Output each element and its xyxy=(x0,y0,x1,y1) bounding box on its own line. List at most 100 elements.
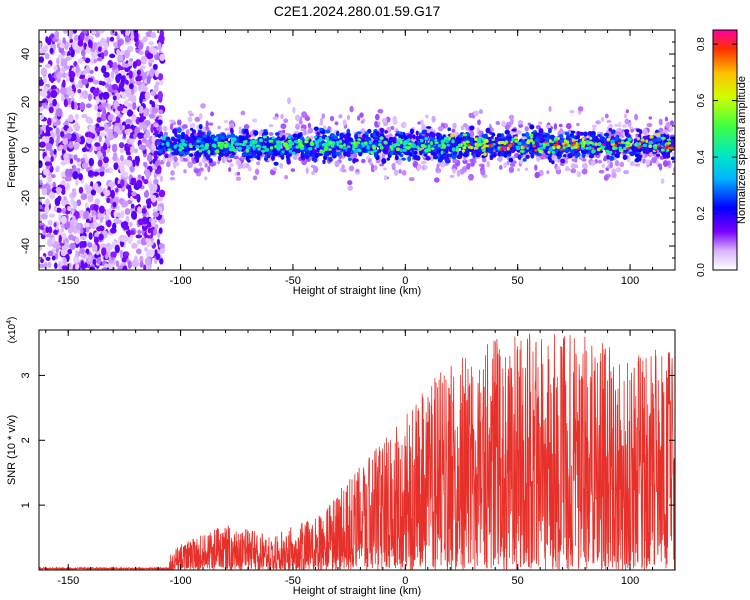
heatmap-point xyxy=(39,246,43,251)
heatmap-point xyxy=(141,85,148,92)
heatmap-point xyxy=(660,148,665,152)
heatmap-point xyxy=(585,147,589,150)
heatmap-point xyxy=(569,109,575,114)
heatmap-point xyxy=(280,136,285,141)
heatmap-point xyxy=(80,193,88,201)
heatmap-point xyxy=(54,197,61,207)
heatmap-point xyxy=(528,146,532,151)
heatmap-point xyxy=(432,154,439,160)
heatmap-point xyxy=(370,151,374,155)
heatmap-point xyxy=(355,169,359,173)
heatmap-point xyxy=(538,142,543,146)
heatmap-point xyxy=(514,139,519,143)
heatmap-point xyxy=(64,120,69,126)
heatmap-point xyxy=(92,214,97,224)
heatmap-point xyxy=(181,124,188,129)
heatmap-point xyxy=(54,244,61,249)
heatmap-point xyxy=(305,155,310,160)
heatmap-point xyxy=(374,121,378,127)
heatmap-point xyxy=(583,131,588,137)
heatmap-point xyxy=(412,134,416,140)
heatmap-point xyxy=(87,117,94,125)
heatmap-point xyxy=(364,131,369,135)
heatmap-point xyxy=(96,57,103,62)
heatmap-point xyxy=(173,161,177,169)
heatmap-point xyxy=(74,113,79,120)
heatmap-point xyxy=(129,138,135,144)
heatmap-point xyxy=(43,262,48,270)
heatmap-point xyxy=(71,84,76,90)
heatmap-point xyxy=(503,141,507,145)
heatmap-point xyxy=(75,64,80,74)
heatmap-point xyxy=(395,147,401,152)
heatmap-point xyxy=(412,143,417,149)
heatmap-point xyxy=(73,255,80,264)
heatmap-point xyxy=(53,65,58,71)
heatmap-point xyxy=(333,135,338,141)
heatmap-point xyxy=(564,167,571,171)
heatmap-point xyxy=(94,66,99,72)
heatmap-point xyxy=(465,140,470,144)
heatmap-point xyxy=(500,151,505,157)
heatmap-point xyxy=(487,147,492,154)
heatmap-point xyxy=(169,176,176,181)
heatmap-point xyxy=(130,210,138,220)
heatmap-point xyxy=(263,151,269,155)
heatmap-point xyxy=(62,143,67,151)
heatmap-point xyxy=(532,145,536,148)
heatmap-point xyxy=(103,122,109,132)
heatmap-point xyxy=(439,161,446,168)
heatmap-point xyxy=(455,136,461,142)
heatmap-point xyxy=(113,125,120,134)
heatmap-point xyxy=(324,136,330,141)
heatmap-point xyxy=(238,135,242,140)
heatmap-point xyxy=(599,136,605,141)
heatmap-point xyxy=(534,138,540,142)
heatmap-point xyxy=(544,136,550,143)
heatmap-point xyxy=(469,125,475,131)
heatmap-point xyxy=(601,143,605,147)
heatmap-point xyxy=(519,158,524,164)
heatmap-point xyxy=(361,158,366,164)
heatmap-point xyxy=(120,30,125,35)
heatmap-point xyxy=(133,31,139,41)
heatmap-point xyxy=(94,142,100,147)
heatmap-point xyxy=(611,172,617,179)
heatmap-point xyxy=(233,156,240,160)
heatmap-point xyxy=(307,146,313,151)
heatmap-point xyxy=(570,163,577,169)
heatmap-point xyxy=(124,208,131,216)
heatmap-point xyxy=(172,128,178,135)
heatmap-point xyxy=(55,127,60,135)
heatmap-point xyxy=(484,138,489,143)
heatmap-point xyxy=(387,133,393,138)
heatmap-point xyxy=(129,95,137,103)
heatmap-point xyxy=(496,133,502,138)
heatmap-point xyxy=(42,229,46,236)
heatmap-point xyxy=(608,150,613,155)
heatmap-point xyxy=(555,140,559,144)
heatmap-point xyxy=(92,79,100,85)
heatmap-point xyxy=(42,104,47,109)
heatmap-point xyxy=(102,106,106,114)
heatmap-point xyxy=(425,156,431,161)
heatmap-point xyxy=(591,147,594,150)
heatmap-point xyxy=(661,151,667,156)
heatmap-point xyxy=(648,144,653,149)
heatmap-point xyxy=(530,152,535,159)
heatmap-point xyxy=(143,134,149,139)
heatmap-point xyxy=(427,144,431,149)
heatmap-point xyxy=(227,144,232,148)
heatmap-point xyxy=(430,140,433,146)
heatmap-point xyxy=(46,126,53,132)
heatmap-point xyxy=(402,148,407,152)
heatmap-point xyxy=(144,91,151,101)
heatmap-point xyxy=(123,63,130,68)
heatmap-point xyxy=(315,143,320,149)
heatmap-point xyxy=(544,140,547,144)
heatmap-point xyxy=(338,144,344,149)
heatmap-point xyxy=(137,174,142,179)
heatmap-point xyxy=(317,138,322,143)
heatmap-point xyxy=(195,144,200,149)
heatmap-point xyxy=(77,39,84,47)
